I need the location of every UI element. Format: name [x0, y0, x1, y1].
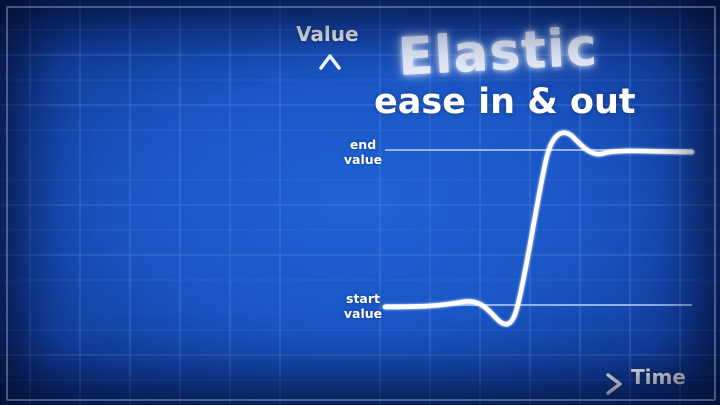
- diagram-title: Elastic: [396, 17, 600, 88]
- y-axis-arrowhead: [319, 54, 341, 70]
- grid-faint: [0, 29, 720, 381]
- y-axis-label: Value: [296, 22, 359, 46]
- x-axis-arrowhead: [606, 373, 622, 395]
- elastic-curve: [382, 130, 695, 327]
- x-axis-label: Time: [631, 365, 686, 389]
- end-value-label: end value: [343, 137, 383, 167]
- diagram-subtitle: ease in & out: [374, 82, 636, 122]
- start-value-label: start value: [343, 291, 383, 321]
